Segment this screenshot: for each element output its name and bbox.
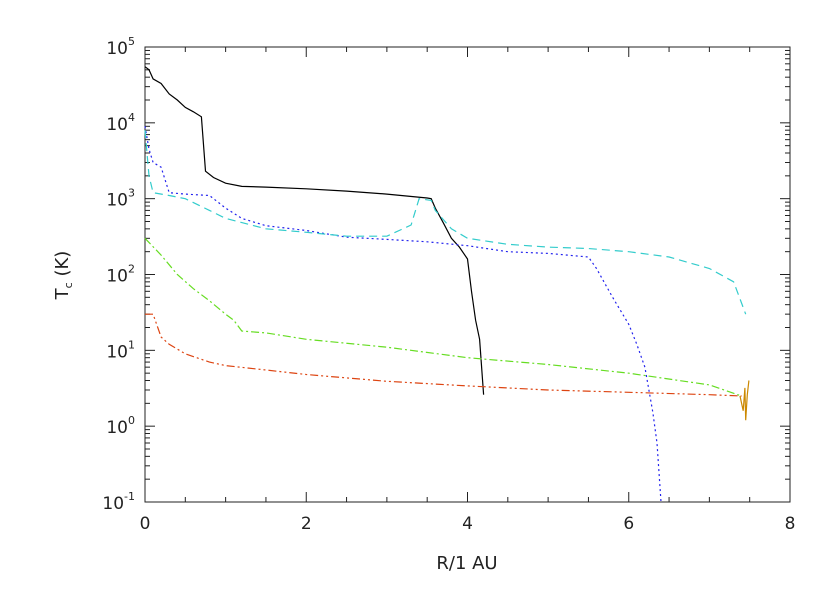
y-axis-label-main: T bbox=[52, 287, 73, 300]
y-tick-label: 101 bbox=[106, 338, 135, 362]
series-line-1 bbox=[144, 66, 485, 395]
x-tick-label: 4 bbox=[462, 514, 473, 534]
y-tick-label: 105 bbox=[106, 35, 135, 59]
x-tick-label: 8 bbox=[785, 514, 796, 534]
y-axis-label: Tc (K) bbox=[52, 251, 75, 301]
y-tick-label: 10-1 bbox=[102, 490, 135, 514]
x-tick-label: 6 bbox=[623, 514, 634, 534]
series-line-2 bbox=[144, 126, 662, 503]
tick-marks bbox=[144, 46, 791, 503]
x-tick-label: 0 bbox=[140, 514, 151, 534]
series-line-4 bbox=[144, 237, 742, 397]
y-tick-label: 102 bbox=[106, 263, 135, 287]
y-tick-label: 103 bbox=[106, 187, 135, 211]
series-line-6 bbox=[739, 380, 750, 421]
y-axis-label-subscript: c bbox=[62, 282, 75, 288]
y-tick-label: 100 bbox=[106, 414, 135, 438]
x-axis-label: R/1 AU bbox=[436, 553, 497, 574]
y-tick-label: 104 bbox=[106, 111, 135, 135]
plot-frame bbox=[144, 46, 791, 503]
y-axis-label-unit: (K) bbox=[52, 251, 73, 283]
series-line-3 bbox=[144, 130, 747, 315]
x-tick-label: 2 bbox=[301, 514, 312, 534]
series-layer bbox=[144, 66, 750, 503]
tick-labels: 0 2 4 6 8 10-1 100 101 102 103 104 105 bbox=[102, 35, 795, 534]
